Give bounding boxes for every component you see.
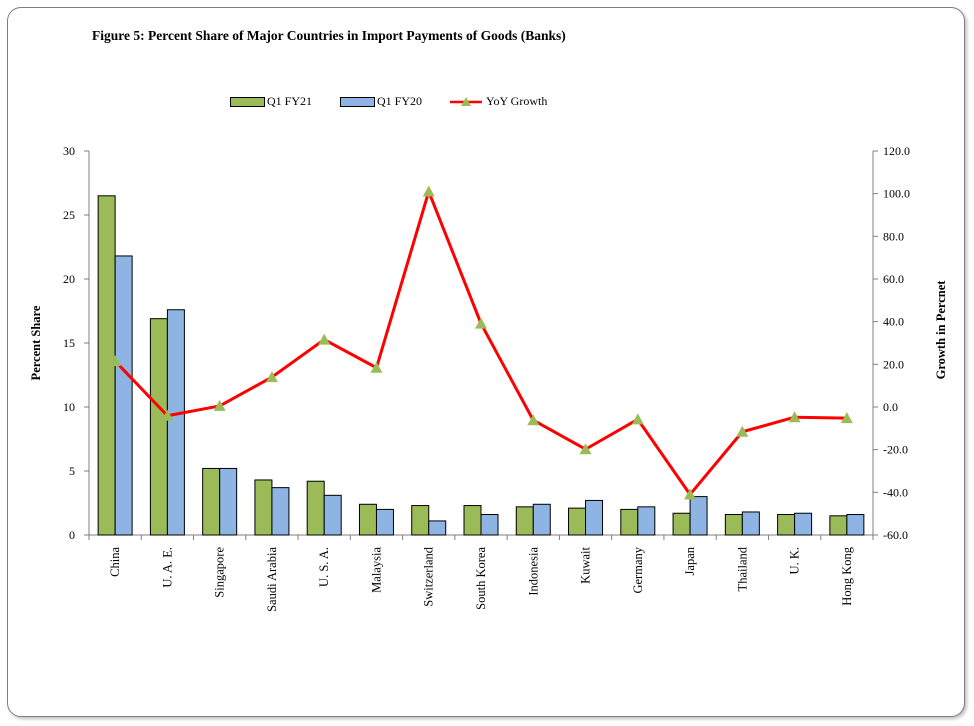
bar-q1-fy21: [411, 505, 430, 536]
bar-q1-fy21: [724, 514, 743, 536]
x-tick-label: Thailand: [735, 546, 749, 591]
legend-label-q1-fy20: Q1 FY20: [377, 94, 423, 108]
x-tick-label: Saudi Arabia: [265, 547, 279, 612]
bar-q1-fy21: [463, 505, 482, 536]
legend-item-q1-fy20: Q1 FY20: [340, 94, 422, 109]
x-tick-label: U. S. A.: [317, 547, 331, 587]
legend-item-q1-fy21: Q1 FY21: [230, 94, 312, 109]
chart-title: Figure 5: Percent Share of Major Countri…: [92, 28, 566, 43]
bar-q1-fy20: [689, 496, 708, 536]
bar-q1-fy20: [794, 512, 813, 536]
legend-line-marker-icon: [450, 96, 482, 106]
bar-q1-fy20: [114, 255, 133, 536]
yoy-growth-marker: [684, 488, 697, 500]
y-axis-title: Percent Share: [29, 305, 43, 380]
bar-q1-fy21: [515, 506, 534, 536]
y2-tick-label: 120.0: [883, 144, 910, 158]
bar-q1-fy20: [741, 511, 760, 536]
bar-q1-fy20: [323, 494, 342, 536]
legend-label-q1-fy21: Q1 FY21: [267, 94, 313, 108]
x-tick-label: U. K.: [788, 547, 802, 574]
y2-tick-label: 40.0: [883, 315, 904, 329]
y-tick-label: 30: [63, 144, 75, 158]
y2-tick-label: -60.0: [883, 528, 908, 542]
bar-q1-fy21: [829, 515, 848, 536]
yoy-growth-marker: [788, 411, 801, 423]
yoy-growth-marker: [213, 399, 226, 411]
x-tick-label: Kuwait: [579, 546, 593, 583]
x-tick-label: Hong Kong: [840, 546, 854, 605]
x-tick-label: Singapore: [213, 547, 227, 598]
bar-q1-fy20: [166, 309, 185, 536]
bar-q1-fy21: [777, 514, 796, 536]
x-tick-label: South Korea: [474, 547, 488, 610]
y2-tick-label: -20.0: [883, 443, 908, 457]
yoy-growth-marker: [265, 371, 278, 383]
x-tick-label: Japan: [683, 546, 697, 575]
yoy-growth-marker: [370, 361, 383, 373]
y-tick-label: 0: [69, 528, 75, 542]
y-tick-label: 25: [63, 208, 75, 222]
bar-q1-fy21: [672, 512, 691, 536]
y2-tick-label: 100.0: [883, 187, 910, 201]
yoy-growth-marker: [422, 185, 435, 197]
yoy-growth-marker: [579, 443, 592, 455]
bar-q1-fy20: [375, 508, 394, 536]
y2-tick-label: 20.0: [883, 357, 904, 371]
x-tick-label: Germany: [631, 546, 645, 593]
y-tick-label: 15: [63, 336, 75, 350]
bar-q1-fy20: [846, 514, 865, 536]
legend-swatch-q1-fy20: [340, 96, 375, 107]
x-tick-label: China: [108, 547, 122, 577]
bar-q1-fy21: [358, 503, 377, 536]
yoy-growth-marker: [527, 414, 540, 426]
yoy-growth-marker: [161, 409, 174, 421]
legend-item-yoy-growth: YoY Growth: [448, 94, 547, 109]
y-tick-label: 5: [69, 464, 75, 478]
y2-tick-label: -40.0: [883, 485, 908, 499]
x-tick-label: Switzerland: [422, 546, 436, 606]
y-tick-label: 10: [63, 400, 75, 414]
yoy-growth-marker: [475, 317, 487, 329]
bar-q1-fy21: [149, 318, 168, 536]
y-tick-label: 20: [63, 272, 75, 286]
yoy-growth-marker: [840, 412, 853, 424]
bar-q1-fy20: [271, 487, 290, 536]
bar-q1-fy20: [480, 514, 499, 536]
y2-tick-label: 80.0: [883, 229, 904, 243]
bar-q1-fy21: [254, 479, 273, 536]
bar-q1-fy20: [219, 467, 238, 536]
bar-q1-fy20: [585, 499, 604, 536]
legend-label-yoy-growth: YoY Growth: [486, 94, 548, 108]
yoy-growth-line: [114, 190, 847, 496]
y2-tick-label: 0.0: [883, 400, 898, 414]
x-tick-label: Indonesia: [526, 547, 540, 596]
legend-swatch-q1-fy21: [230, 96, 265, 107]
yoy-growth-marker: [631, 413, 644, 425]
bar-q1-fy20: [532, 503, 551, 536]
bar-q1-fy21: [202, 467, 221, 536]
x-tick-label: Malaysia: [369, 547, 383, 593]
bar-q1-fy21: [306, 480, 325, 536]
y2-axis-title: Growth in Percnet: [934, 280, 948, 380]
bar-q1-fy21: [568, 507, 587, 536]
bar-q1-fy21: [620, 508, 639, 536]
yoy-growth-marker: [736, 425, 749, 437]
yoy-growth-marker: [318, 333, 331, 345]
y2-tick-label: 60.0: [883, 272, 904, 286]
bar-q1-fy20: [428, 520, 447, 536]
yoy-growth-marker: [109, 355, 122, 367]
bar-q1-fy20: [637, 506, 656, 536]
x-tick-label: U. A. E.: [160, 547, 174, 588]
